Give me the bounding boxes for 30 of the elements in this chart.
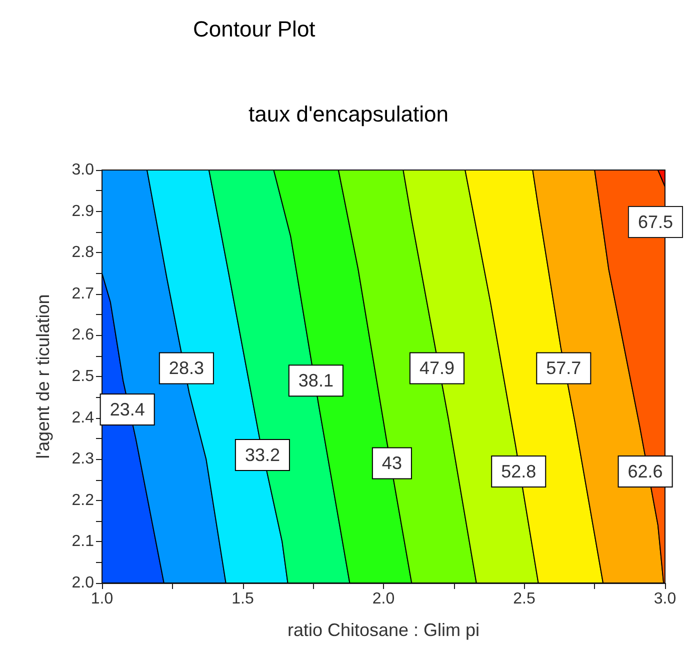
annotation: 23.4: [110, 400, 145, 420]
x-tick-label: 2.5: [513, 590, 536, 608]
x-tick-label: 3.0: [654, 590, 676, 608]
chart-title: Contour Plot: [193, 16, 316, 42]
chart-subtitle: taux d'encapsulation: [248, 102, 448, 126]
x-axis-title: ratio Chitosane : Glim pi: [287, 620, 480, 640]
y-tick-label: 2.9: [72, 202, 94, 220]
annotation: 38.1: [298, 370, 334, 391]
y-tick-label: 2.7: [72, 285, 94, 302]
annotation: 33.2: [244, 444, 280, 465]
annotation: 28.3: [168, 358, 204, 378]
y-tick-label: 2.8: [72, 244, 94, 262]
y-tick-label: 2.1: [72, 533, 94, 550]
annotation: 43: [382, 453, 402, 474]
x-tick-label: 1.5: [232, 590, 254, 608]
x-tick-label: 2.0: [372, 590, 395, 608]
y-tick-label: 2.0: [72, 574, 94, 592]
annotation: 47.9: [419, 358, 455, 378]
annotation: 67.5: [638, 212, 674, 232]
y-tick-label: 2.4: [72, 409, 94, 426]
annotation: 57.7: [546, 358, 582, 378]
annotation: 62.6: [628, 461, 663, 482]
y-tick-label: 2.6: [72, 326, 94, 344]
y-tick-label: 3.0: [72, 162, 94, 178]
y-tick-label: 2.2: [72, 492, 94, 509]
y-axis-title: l'agent de r ticulation: [33, 294, 53, 459]
y-tick-label: 2.3: [72, 450, 94, 468]
y-tick-label: 2.5: [72, 368, 94, 385]
annotation: 52.8: [501, 461, 536, 482]
x-tick-label: 1.0: [90, 590, 114, 608]
